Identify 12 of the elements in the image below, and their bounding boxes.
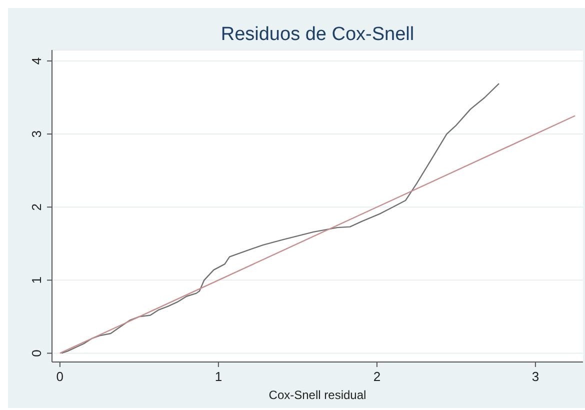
y-tick-label: 4 (29, 57, 44, 65)
y-tick-label: 2 (29, 203, 44, 211)
y-tick-label: 1 (29, 276, 44, 284)
x-tick-label: 3 (532, 369, 540, 384)
y-tick-label: 0 (29, 350, 44, 357)
x-tick-label: 1 (214, 369, 222, 384)
line-series (60, 83, 500, 354)
x-tick-label: 2 (373, 369, 381, 384)
x-axis-title: Cox-Snell residual (268, 388, 366, 402)
chart-title: Residuos de Cox-Snell (220, 24, 416, 46)
x-tick-label: 0 (56, 369, 64, 384)
y-tick-label: 3 (29, 130, 44, 138)
